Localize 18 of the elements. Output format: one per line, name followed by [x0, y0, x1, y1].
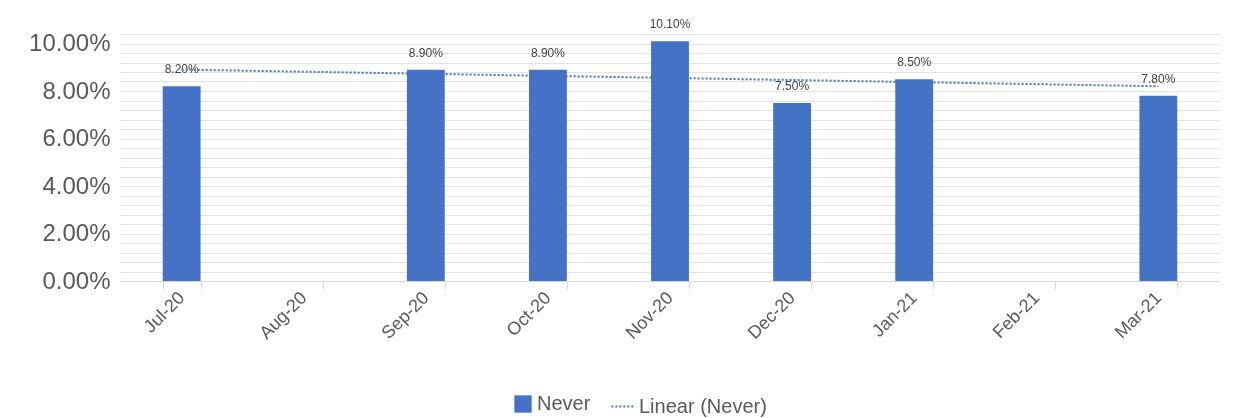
y-tick-label: 8.00% [42, 76, 111, 104]
data-label: 8.20% [164, 62, 199, 77]
y-tick-label: 4.00% [42, 171, 111, 199]
y-tick-label: 0.00% [42, 266, 111, 294]
data-label: 8.50% [897, 55, 932, 70]
data-label: 10.10% [649, 17, 691, 32]
y-tick-label: 2.00% [42, 219, 111, 246]
legend-label: Never [537, 392, 591, 414]
bar [162, 86, 201, 281]
bar [1139, 95, 1178, 281]
data-label: 8.90% [530, 45, 566, 60]
data-label: 7.50% [775, 78, 810, 93]
data-label: 8.90% [408, 45, 444, 60]
data-label: 7.80% [1141, 71, 1176, 86]
bar [773, 102, 812, 281]
y-tick-label: 10.00% [29, 29, 111, 56]
y-tick-label: 6.00% [42, 124, 111, 151]
legend-label: Linear (Never) [639, 394, 767, 417]
